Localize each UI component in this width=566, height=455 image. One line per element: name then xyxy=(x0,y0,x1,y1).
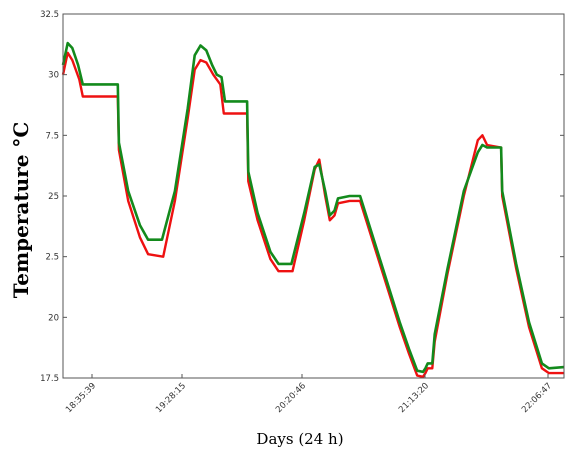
x-tick-label: 20:20:46 xyxy=(274,381,308,415)
y-tick-label: 17.5 xyxy=(40,374,59,384)
x-axis-ticks: 18:35:39 19:28:15 20:20:46 21:13:20 22:06:47 xyxy=(64,374,554,415)
x-axis-label: Days (24 h) xyxy=(256,430,343,448)
y-tick-label: 20 xyxy=(48,313,59,323)
x-tick-label: 18:35:39 xyxy=(64,381,98,415)
series-line-2 xyxy=(61,41,565,374)
y-tick-label: 7.5 xyxy=(45,131,59,141)
y-tick-label: 30 xyxy=(48,71,59,81)
y-tick-label: 2.5 xyxy=(45,253,59,263)
y-axis-label: Temperature °C xyxy=(9,122,33,299)
x-tick-label: 22:06:47 xyxy=(520,381,554,415)
y-tick-label: 32.5 xyxy=(40,10,59,20)
plot-frame xyxy=(62,13,565,379)
x-tick-label: 19:28:15 xyxy=(154,381,188,415)
series-line-1 xyxy=(61,51,564,378)
y-axis-ticks: 17.5 20 2.5 25 7.5 30 32.5 xyxy=(40,10,564,384)
y-tick-label: 25 xyxy=(48,192,59,202)
series-layer xyxy=(61,41,565,378)
x-tick-label: 21:13:20 xyxy=(397,381,431,415)
